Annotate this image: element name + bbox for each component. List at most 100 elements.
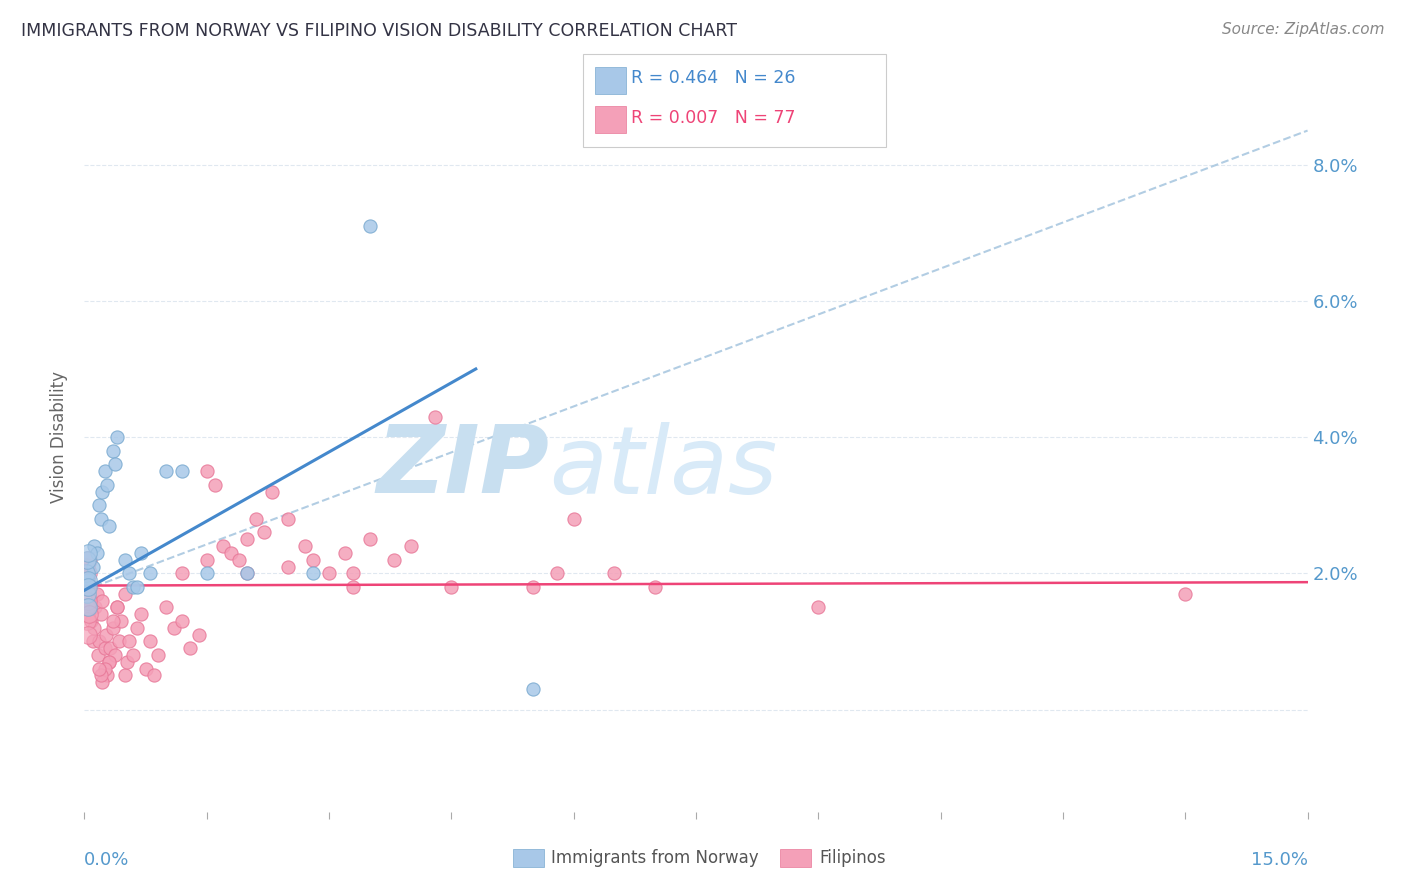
Text: atlas: atlas [550, 422, 778, 513]
Point [138, 634, 160, 648]
Point [195, 566, 218, 581]
Point [294, 539, 316, 553]
Point [75, 559, 97, 574]
Point [546, 566, 568, 581]
Point [114, 587, 136, 601]
Point [103, 648, 125, 662]
Text: ZIP: ZIP [377, 421, 550, 513]
Point [212, 539, 235, 553]
Point [105, 600, 128, 615]
Point [83, 621, 105, 635]
Point [146, 648, 169, 662]
Text: R = 0.007   N = 77: R = 0.007 N = 77 [631, 109, 796, 127]
Point [82, 559, 104, 574]
Point [105, 600, 128, 615]
Point [219, 546, 242, 560]
Point [195, 552, 218, 566]
Point [80, 614, 103, 628]
Point [76, 580, 98, 594]
Point [253, 525, 276, 540]
Point [101, 443, 124, 458]
Point [522, 580, 544, 594]
Point [90, 668, 112, 682]
Point [87, 662, 110, 676]
Point [77, 580, 100, 594]
Point [138, 566, 160, 581]
Point [87, 634, 110, 648]
Point [118, 566, 141, 581]
Point [86, 546, 108, 560]
Point [236, 533, 259, 547]
Point [96, 668, 118, 682]
Text: Immigrants from Norway: Immigrants from Norway [551, 849, 759, 867]
Point [107, 634, 129, 648]
Point [97, 655, 120, 669]
Point [105, 430, 128, 444]
Point [135, 662, 157, 676]
Point [382, 552, 405, 566]
Point [172, 464, 194, 478]
Point [76, 627, 98, 641]
Point [100, 641, 122, 656]
Point [82, 634, 104, 648]
Point [277, 559, 299, 574]
Point [86, 587, 108, 601]
Point [127, 621, 149, 635]
Point [76, 614, 98, 628]
Point [131, 546, 153, 560]
Point [118, 634, 141, 648]
Point [77, 593, 100, 607]
Point [522, 682, 544, 697]
Point [562, 512, 585, 526]
Text: Filipinos: Filipinos [820, 849, 886, 867]
Point [399, 539, 422, 553]
Point [77, 552, 100, 566]
Point [807, 600, 830, 615]
Point [93, 662, 115, 676]
Point [301, 566, 323, 581]
Point [245, 512, 267, 526]
Point [260, 484, 283, 499]
Point [76, 552, 98, 566]
Point [115, 655, 138, 669]
Point [342, 580, 364, 594]
Point [90, 512, 112, 526]
Point [423, 409, 446, 424]
Point [76, 600, 98, 615]
Point [75, 600, 97, 615]
Point [359, 219, 381, 233]
Point [277, 512, 299, 526]
Text: 15.0%: 15.0% [1250, 851, 1308, 869]
Point [96, 477, 118, 491]
Point [1174, 587, 1197, 601]
Point [114, 668, 136, 682]
Point [97, 518, 120, 533]
Point [359, 533, 381, 547]
Point [122, 580, 145, 594]
Point [91, 675, 114, 690]
Y-axis label: Vision Disability: Vision Disability [51, 371, 69, 503]
Point [127, 580, 149, 594]
Point [101, 614, 124, 628]
Point [228, 552, 250, 566]
Point [87, 498, 110, 512]
Point [318, 566, 340, 581]
Point [76, 587, 98, 601]
Point [93, 641, 115, 656]
Text: Source: ZipAtlas.com: Source: ZipAtlas.com [1222, 22, 1385, 37]
Point [335, 546, 357, 560]
Point [122, 648, 145, 662]
Point [204, 477, 226, 491]
Point [101, 621, 124, 635]
Point [644, 580, 666, 594]
Point [440, 580, 463, 594]
Point [163, 621, 186, 635]
Point [79, 600, 101, 615]
Point [77, 607, 100, 622]
Point [114, 552, 136, 566]
Point [236, 566, 259, 581]
Point [110, 614, 132, 628]
Point [97, 655, 120, 669]
Point [172, 614, 194, 628]
Point [75, 566, 97, 581]
